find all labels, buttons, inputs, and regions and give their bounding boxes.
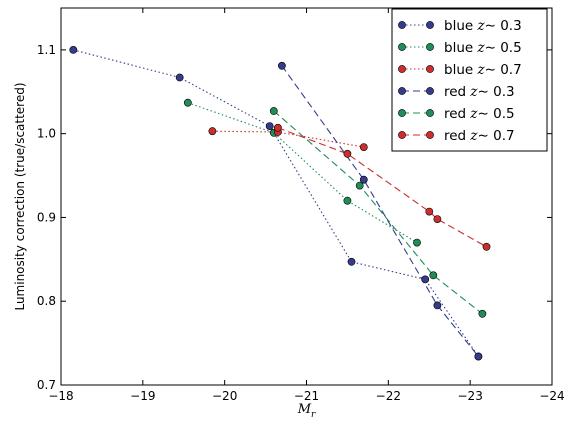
data-point-red-z0.5 <box>429 271 438 280</box>
legend-label: blue z∼ 0.7 <box>444 62 522 78</box>
x-tick-label: −23 <box>458 389 483 403</box>
x-axis-title: Mr <box>297 402 316 420</box>
data-point-red-z0.3 <box>277 61 286 70</box>
axis-ticks: −18 −19 −20 −21 −22 −23 −24 0.7 0.8 0.9 1.0 1.1 <box>37 8 565 403</box>
data-point-red-z0.3 <box>474 352 483 361</box>
x-axis-title-symbol: M <box>297 402 312 417</box>
legend-marker <box>398 109 406 117</box>
data-point-blue-z0.3 <box>265 122 274 130</box>
data-point-red-z0.5 <box>269 107 278 115</box>
data-point-red-z0.7 <box>425 207 434 216</box>
series-line-red-z0.3 <box>281 65 479 357</box>
y-axis-title: Luminosity correction (true/scattered) <box>13 82 27 310</box>
data-point-blue-z0.7 <box>359 143 368 151</box>
data-point-blue-z0.3 <box>421 275 430 284</box>
legend-marker <box>426 43 434 51</box>
data-point-red-z0.7 <box>433 215 442 223</box>
y-tick-label: 1.1 <box>37 43 56 57</box>
legend-marker <box>398 65 406 73</box>
legend: blue z∼ 0.3 blue z∼ 0.5 blue z∼ 0.7 red z∼ … <box>391 8 548 152</box>
y-tick-label: 0.8 <box>37 294 56 308</box>
data-point-red-z0.7 <box>343 149 352 158</box>
x-axis-title-subscript: r <box>311 410 316 420</box>
series-lines <box>73 49 487 357</box>
x-tick-label: −21 <box>294 389 319 403</box>
data-point-blue-z0.3 <box>347 257 356 266</box>
data-point-red-z0.5 <box>355 181 364 190</box>
legend-marker <box>426 87 434 95</box>
legend-marker <box>426 21 434 29</box>
x-tick-label: −18 <box>48 389 73 403</box>
data-point-blue-z0.5 <box>343 196 352 205</box>
series-line-red-z0.5 <box>273 110 483 315</box>
legend-label: blue z∼ 0.5 <box>444 40 522 56</box>
data-point-blue-z0.5 <box>183 98 192 107</box>
data-point-red-z0.3 <box>359 175 368 184</box>
legend-marker <box>426 109 434 117</box>
x-tick-label: −19 <box>130 389 155 403</box>
legend-marker <box>398 43 406 51</box>
x-tick-label: −20 <box>212 389 237 403</box>
x-tick-label: −22 <box>376 389 401 403</box>
data-point-red-z0.7 <box>273 123 282 132</box>
data-point-blue-z0.7 <box>208 127 217 136</box>
series-line-blue-z0.5 <box>187 102 418 244</box>
data-point-blue-z0.3 <box>69 46 78 54</box>
legend-entry: blue z∼ 0.5 <box>398 40 522 56</box>
legend-marker <box>426 65 434 73</box>
data-point-red-z0.3 <box>433 301 442 310</box>
legend-entry: blue z∼ 0.7 <box>398 62 522 78</box>
data-point-blue-z0.5 <box>413 238 421 247</box>
data-point-red-z0.5 <box>478 309 487 318</box>
series-points <box>69 46 491 361</box>
legend-label: red z∼ 0.3 <box>444 84 515 100</box>
legend-entry: red z∼ 0.5 <box>398 106 515 122</box>
y-tick-label: 1.0 <box>37 127 56 141</box>
y-tick-label: 0.7 <box>37 378 56 392</box>
legend-marker <box>398 87 406 95</box>
legend-label: red z∼ 0.7 <box>444 128 515 144</box>
legend-marker <box>398 131 406 139</box>
series-line-red-z0.7 <box>277 127 487 248</box>
legend-label: red z∼ 0.5 <box>444 106 515 122</box>
legend-entry: red z∼ 0.3 <box>398 84 515 100</box>
y-tick-label: 0.9 <box>37 210 56 224</box>
data-point-blue-z0.3 <box>175 73 184 82</box>
data-point-red-z0.7 <box>482 242 491 251</box>
legend-label: blue z∼ 0.3 <box>444 18 522 34</box>
legend-marker <box>426 131 434 139</box>
legend-marker <box>398 21 406 29</box>
legend-entry: blue z∼ 0.3 <box>398 18 522 34</box>
legend-box <box>391 8 548 152</box>
x-tick-label: −24 <box>539 389 564 403</box>
legend-entry: red z∼ 0.7 <box>398 128 515 144</box>
series-line-blue-z0.7 <box>212 130 364 148</box>
